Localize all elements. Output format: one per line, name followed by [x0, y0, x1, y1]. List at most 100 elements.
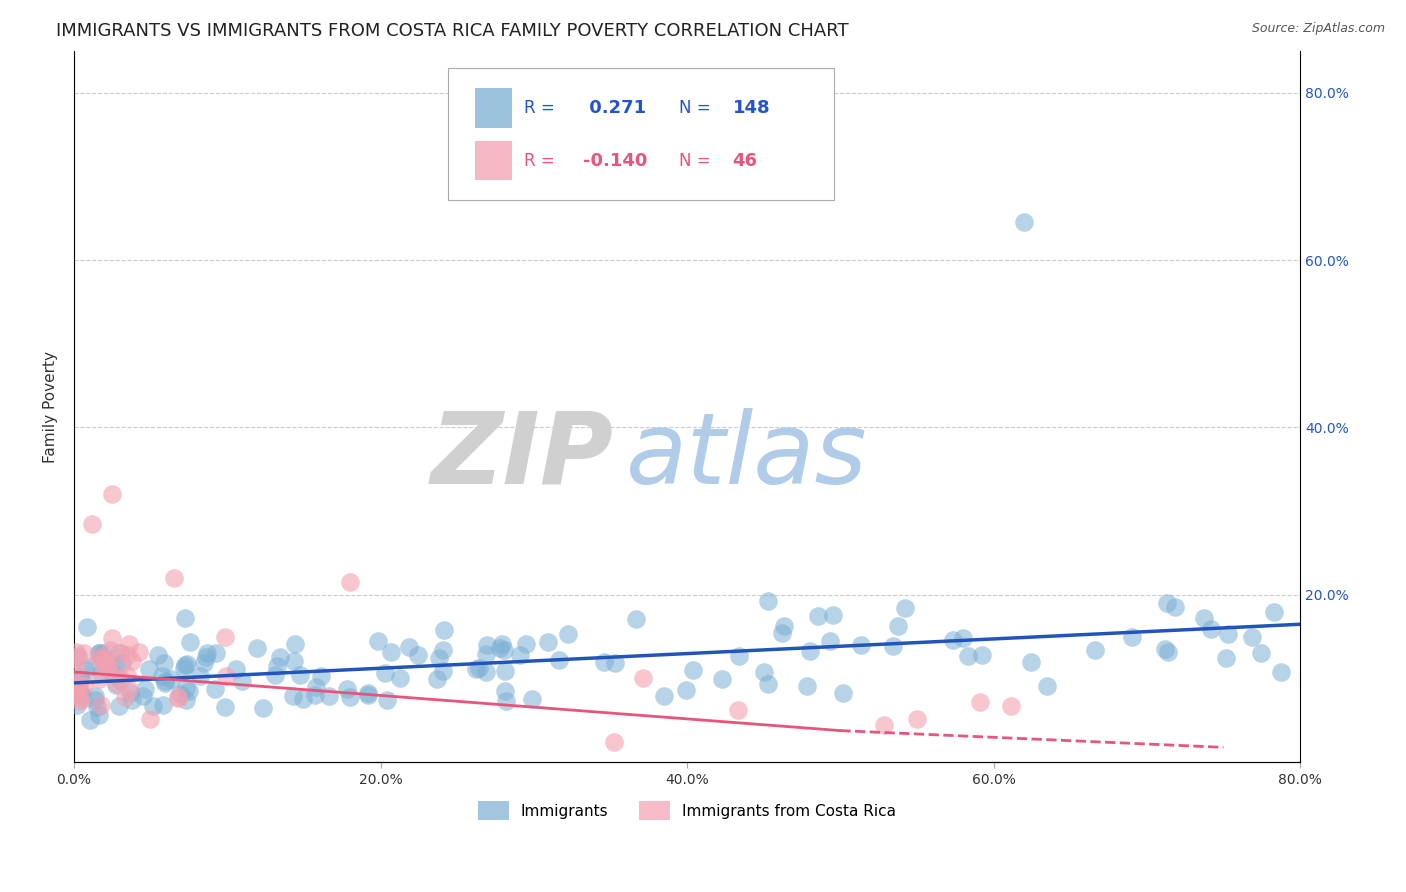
Point: [167, 690, 190, 705]
Point: [318, 690, 340, 704]
Point: [432, 643, 454, 657]
Point: [1201, 622, 1223, 636]
Point: [375, 693, 398, 707]
Point: [477, 638, 499, 652]
Point: [1240, 630, 1263, 644]
Point: [83, 692, 105, 706]
Point: [204, 646, 226, 660]
Point: [87, 646, 110, 660]
Point: [269, 650, 291, 665]
Point: [152, 669, 174, 683]
Point: [304, 688, 326, 702]
Point: [1215, 650, 1237, 665]
Point: [90, 649, 112, 664]
Point: [176, 657, 198, 672]
Point: [818, 634, 841, 648]
Point: [195, 646, 218, 660]
Point: [100, 664, 122, 678]
Point: [179, 635, 201, 649]
Point: [1036, 680, 1059, 694]
Point: [194, 649, 217, 664]
Point: [169, 688, 191, 702]
Point: [593, 655, 616, 669]
Point: [174, 693, 197, 707]
Point: [756, 677, 779, 691]
Point: [682, 664, 704, 678]
Point: [357, 688, 380, 702]
Point: [214, 700, 236, 714]
Point: [520, 692, 543, 706]
Point: [1270, 665, 1292, 680]
Point: [174, 611, 197, 625]
Text: ZIP: ZIP: [430, 408, 613, 505]
Point: [1163, 599, 1185, 614]
Point: [1084, 643, 1107, 657]
Text: N =: N =: [679, 152, 710, 169]
Point: [65, 645, 87, 659]
Point: [770, 626, 793, 640]
Point: [882, 639, 904, 653]
Point: [246, 640, 269, 655]
Point: [132, 689, 155, 703]
Point: [495, 694, 517, 708]
Point: [773, 619, 796, 633]
Point: [823, 607, 845, 622]
FancyBboxPatch shape: [449, 69, 834, 200]
Point: [494, 664, 516, 678]
Point: [96, 661, 118, 675]
Point: [426, 672, 449, 686]
Point: [146, 648, 169, 663]
Point: [105, 678, 128, 692]
Point: [76, 620, 98, 634]
Point: [100, 643, 122, 657]
Point: [832, 685, 855, 699]
Point: [756, 593, 779, 607]
Point: [905, 712, 928, 726]
Point: [603, 735, 626, 749]
Point: [163, 571, 186, 585]
Point: [339, 690, 361, 705]
Point: [193, 656, 215, 670]
Point: [475, 648, 498, 662]
Point: [142, 699, 165, 714]
Point: [1019, 656, 1042, 670]
Point: [82, 516, 104, 531]
Point: [1153, 642, 1175, 657]
Point: [491, 637, 513, 651]
Text: 148: 148: [733, 99, 770, 117]
Point: [160, 672, 183, 686]
Text: Source: ZipAtlas.com: Source: ZipAtlas.com: [1251, 22, 1385, 36]
Text: 0.271: 0.271: [583, 99, 645, 117]
Point: [89, 653, 111, 667]
Point: [515, 637, 537, 651]
Point: [851, 638, 873, 652]
Point: [69, 694, 91, 708]
Point: [406, 648, 429, 662]
Point: [153, 657, 176, 671]
Point: [87, 646, 110, 660]
Point: [69, 683, 91, 698]
Point: [475, 665, 498, 680]
FancyBboxPatch shape: [475, 88, 512, 128]
Point: [73, 646, 96, 660]
Point: [942, 632, 965, 647]
Point: [225, 662, 247, 676]
Point: [972, 648, 994, 663]
Point: [97, 662, 120, 676]
Point: [281, 690, 304, 704]
Point: [727, 703, 749, 717]
Point: [121, 654, 143, 668]
Point: [807, 608, 830, 623]
Point: [173, 657, 195, 672]
Point: [492, 643, 515, 657]
Point: [110, 646, 132, 660]
Point: [605, 656, 627, 670]
Point: [89, 650, 111, 665]
Point: [336, 682, 359, 697]
Point: [108, 673, 131, 687]
Point: [433, 623, 456, 637]
Text: N =: N =: [679, 99, 710, 117]
Text: R =: R =: [524, 99, 555, 117]
Point: [284, 637, 307, 651]
Point: [121, 693, 143, 707]
